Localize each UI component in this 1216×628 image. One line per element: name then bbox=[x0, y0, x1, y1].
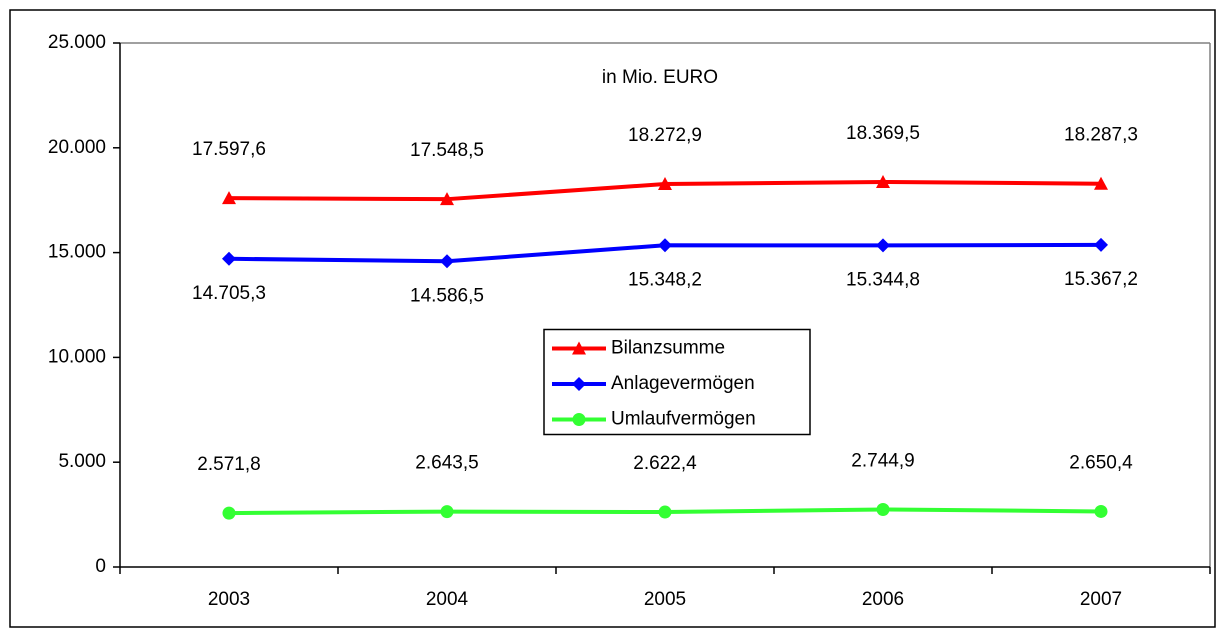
data-label: 2.571,8 bbox=[197, 454, 260, 475]
data-label: 2.643,5 bbox=[415, 453, 478, 474]
data-label: 15.348,2 bbox=[628, 269, 702, 290]
data-label: 14.705,3 bbox=[192, 283, 266, 304]
marker bbox=[1094, 176, 1108, 190]
data-label: 17.597,6 bbox=[192, 139, 266, 160]
data-label: 2.650,4 bbox=[1069, 452, 1133, 473]
legend-label: Anlagevermögen bbox=[611, 373, 755, 394]
y-tick-label: 15.000 bbox=[48, 242, 106, 263]
x-tick-label: 2005 bbox=[644, 589, 686, 610]
data-label: 15.367,2 bbox=[1064, 269, 1138, 290]
marker bbox=[1094, 504, 1108, 518]
marker bbox=[876, 502, 890, 516]
marker bbox=[658, 505, 672, 519]
y-tick-label: 5.000 bbox=[58, 451, 106, 472]
marker bbox=[222, 191, 236, 205]
marker bbox=[876, 238, 890, 253]
data-label: 18.369,5 bbox=[846, 123, 920, 144]
y-tick-label: 0 bbox=[95, 556, 106, 577]
x-tick-label: 2006 bbox=[862, 589, 904, 610]
data-label: 14.586,5 bbox=[410, 285, 484, 306]
marker bbox=[1094, 237, 1108, 252]
chart-frame bbox=[9, 9, 1216, 628]
marker bbox=[440, 505, 454, 519]
marker bbox=[876, 174, 890, 188]
data-label: 18.272,9 bbox=[628, 125, 702, 146]
legend-label: Umlaufvermögen bbox=[611, 409, 756, 430]
data-label: 2.622,4 bbox=[633, 453, 697, 474]
y-tick-label: 20.000 bbox=[48, 137, 106, 158]
x-tick-label: 2007 bbox=[1080, 589, 1122, 610]
marker bbox=[440, 192, 454, 206]
y-tick-label: 25.000 bbox=[48, 32, 106, 53]
annotation: in Mio. EURO bbox=[602, 67, 718, 88]
data-label: 18.287,3 bbox=[1064, 125, 1138, 146]
marker bbox=[572, 377, 586, 391]
x-tick-label: 2003 bbox=[208, 589, 250, 610]
marker bbox=[658, 238, 672, 253]
data-label: 17.548,5 bbox=[410, 140, 484, 161]
x-tick-label: 2004 bbox=[426, 589, 469, 610]
marker bbox=[658, 177, 672, 191]
marker bbox=[222, 251, 236, 266]
legend-label: Bilanzsumme bbox=[611, 338, 725, 359]
data-label: 2.744,9 bbox=[851, 450, 914, 471]
marker bbox=[440, 254, 454, 269]
marker bbox=[572, 341, 586, 355]
data-label: 15.344,8 bbox=[846, 269, 920, 290]
marker bbox=[572, 413, 586, 426]
y-tick-label: 10.000 bbox=[48, 346, 106, 367]
marker bbox=[222, 506, 236, 520]
